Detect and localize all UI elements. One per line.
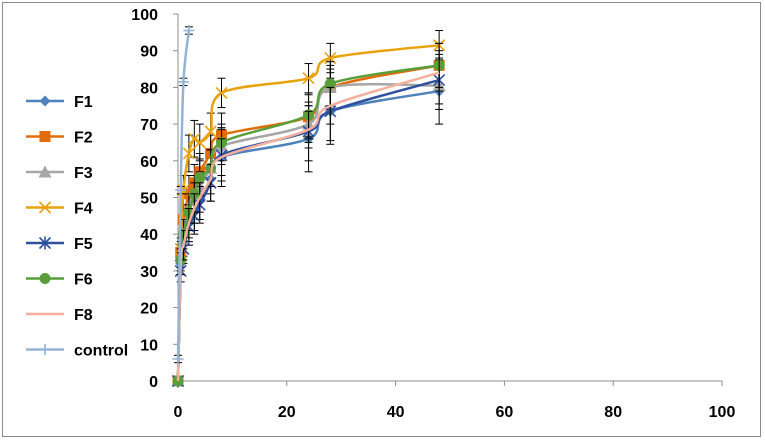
x-tick-label: 100 [709,404,736,421]
data-point [172,353,184,365]
legend: F1 F2 F3 F4 F5 F6 F8 control [26,94,128,360]
data-point [38,165,52,178]
legend-label: F6 [74,272,93,289]
data-point [39,131,51,142]
data-point [193,136,206,149]
legend-entry-f1: F1 [26,94,93,111]
axes [173,13,723,386]
legend-label: F3 [74,165,93,182]
y-tick-label: 0 [149,374,158,391]
data-point [194,171,206,183]
series-f6 [172,42,445,387]
data-point [215,86,228,99]
data-point [182,147,195,160]
data-point [204,125,217,138]
y-tick-label: 60 [140,154,158,171]
tick-labels: 0 10 20 30 40 50 60 70 80 90 100 0 20 40 60 80 100 [131,7,735,421]
legend-entry-f4: F4 [26,201,93,218]
y-tick-label: 30 [140,264,158,281]
x-tick-label: 80 [604,404,622,421]
data-point [183,25,195,37]
x-tick-label: 20 [278,404,296,421]
data-point [39,344,51,355]
data-point [38,236,52,250]
data-point [175,184,187,196]
legend-label: F5 [74,236,93,253]
series-control [172,25,195,365]
series-line [176,71,440,382]
series-layer [171,25,446,388]
legend-entry-f5: F5 [26,236,93,253]
legend-label: F2 [74,130,93,147]
y-tick-label: 100 [131,7,158,24]
data-point [39,95,51,107]
y-tick-label: 50 [140,191,158,208]
y-tick-label: 20 [140,301,158,318]
x-tick-label: 40 [387,404,405,421]
y-tick-label: 10 [140,337,158,354]
legend-label: F4 [74,201,93,218]
y-tick-label: 40 [140,227,158,244]
data-point [39,273,51,284]
x-tick-label: 0 [174,404,183,421]
legend-entry-f3: F3 [26,165,93,182]
x-tick-label: 60 [496,404,514,421]
data-point [38,201,52,214]
legend-label: F8 [74,307,93,324]
data-point [188,132,201,145]
legend-entry-control: control [26,343,128,360]
y-tick-label: 90 [140,44,158,61]
data-point [324,78,336,90]
data-point [177,76,189,88]
legend-entry-f2: F2 [26,130,93,147]
series-line [176,30,191,360]
data-point [302,72,315,85]
legend-entry-f6: F6 [26,272,93,289]
y-tick-label: 70 [140,117,158,134]
legend-label: F1 [74,94,93,111]
y-tick-label: 80 [140,80,158,97]
legend-label: control [74,343,128,360]
series-f8 [176,53,444,382]
legend-entry-f8: F8 [26,307,93,324]
